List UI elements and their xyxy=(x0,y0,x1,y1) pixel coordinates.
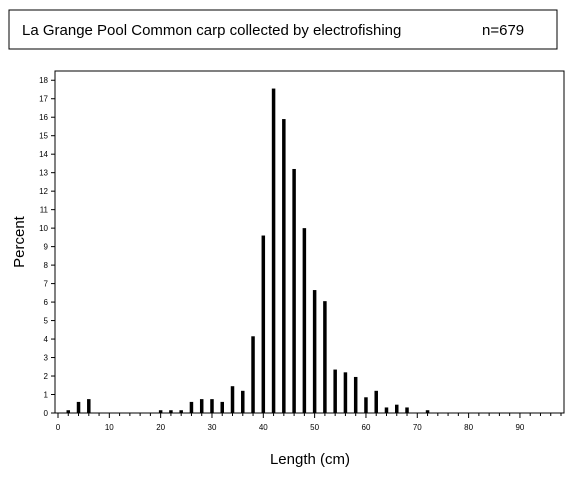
x-tick-label: 0 xyxy=(56,423,61,432)
x-tick-label: 10 xyxy=(105,423,114,432)
histogram-bar xyxy=(395,404,399,413)
histogram-bar xyxy=(230,386,235,413)
histogram-bar xyxy=(425,410,430,413)
x-tick-label: 70 xyxy=(413,423,422,432)
histogram-bar xyxy=(251,336,255,413)
histogram-bar xyxy=(66,410,71,413)
histogram-bar xyxy=(271,88,276,413)
y-tick-label: 0 xyxy=(44,409,49,418)
x-tick-label: 80 xyxy=(464,423,473,432)
y-tick-label: 17 xyxy=(39,95,48,104)
histogram-bar xyxy=(87,399,91,413)
histogram-bar xyxy=(282,119,286,413)
y-tick-label: 6 xyxy=(44,298,49,307)
x-tick-label: 90 xyxy=(515,423,524,432)
histogram-bar xyxy=(76,401,81,413)
y-tick-label: 4 xyxy=(44,335,49,344)
histogram-bar xyxy=(333,369,337,413)
histogram-bar xyxy=(220,401,224,413)
histogram-bar xyxy=(323,301,327,413)
histogram-bar xyxy=(353,376,358,413)
histogram-bar xyxy=(261,235,266,413)
x-axis: 0 10 20 30 40 50 60 70 80 90 xyxy=(56,413,562,432)
histogram-bar xyxy=(292,168,296,413)
y-tick-label: 16 xyxy=(39,113,48,122)
y-tick-label: 9 xyxy=(44,243,49,252)
histogram-bar xyxy=(179,410,183,413)
histogram-bar xyxy=(364,397,368,413)
y-tick-label: 18 xyxy=(39,76,48,85)
y-tick-label: 3 xyxy=(44,354,49,363)
histogram-bar xyxy=(241,390,245,413)
chart-title: La Grange Pool Common carp collected by … xyxy=(22,22,401,39)
y-tick-label: 1 xyxy=(44,391,49,400)
x-tick-label: 60 xyxy=(362,423,371,432)
x-axis-label: Length (cm) xyxy=(270,451,350,468)
y-tick-label: 8 xyxy=(44,261,49,270)
histogram-bar xyxy=(210,399,214,413)
y-tick-label: 13 xyxy=(39,169,48,178)
x-tick-label: 30 xyxy=(208,423,217,432)
title-frame xyxy=(8,9,558,50)
histogram-bar xyxy=(405,407,409,413)
plot-frame xyxy=(54,70,565,414)
y-tick-label: 5 xyxy=(44,317,49,326)
y-tick-label: 11 xyxy=(40,206,49,215)
y-tick-label: 7 xyxy=(44,280,49,289)
histogram-bar xyxy=(312,290,317,413)
sample-size-label: n=679 xyxy=(482,22,524,39)
y-tick-label: 12 xyxy=(39,187,48,196)
x-tick-label: 40 xyxy=(259,423,268,432)
histogram-bar xyxy=(158,410,163,413)
y-axis-label: Percent xyxy=(11,215,28,268)
bars xyxy=(66,88,430,413)
histogram-bar xyxy=(199,399,204,413)
x-tick-label: 50 xyxy=(310,423,319,432)
y-tick-label: 10 xyxy=(39,224,48,233)
histogram-bar xyxy=(302,228,307,413)
histogram-bar xyxy=(384,407,389,413)
histogram-bar xyxy=(189,401,194,413)
histogram-bar xyxy=(374,390,378,413)
histogram-bar xyxy=(169,410,173,413)
y-tick-label: 2 xyxy=(44,372,49,381)
y-tick-label: 15 xyxy=(39,132,48,141)
histogram-bar xyxy=(343,372,348,413)
x-tick-label: 20 xyxy=(156,423,165,432)
y-tick-label: 14 xyxy=(39,150,48,159)
